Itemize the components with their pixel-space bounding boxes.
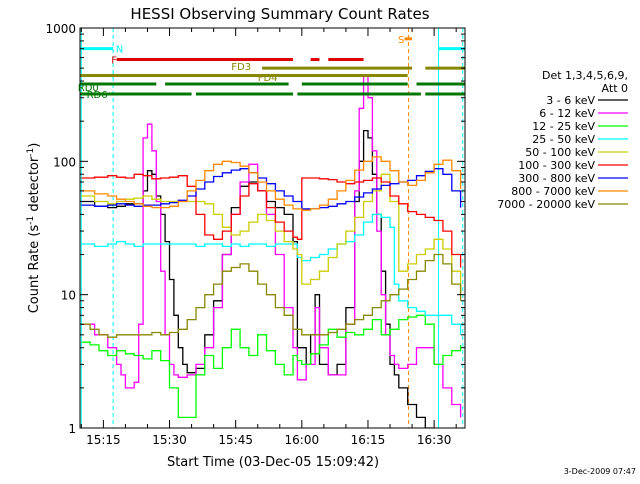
y-tick-label: 1 — [68, 422, 76, 436]
y-tick-label: 10 — [61, 289, 76, 303]
legend-label: 800 - 7000 keV — [511, 185, 595, 198]
legend-label: 7000 - 20000 keV — [497, 198, 595, 211]
state-label-RD6: RD6 — [87, 90, 108, 101]
legend-label: 300 - 800 keV — [518, 172, 595, 185]
y-tick-label: 1000 — [45, 22, 76, 36]
x-tick-label: 16:00 — [285, 433, 320, 447]
state-label-RD0: RD0 — [78, 83, 99, 94]
x-tick-label: 16:30 — [417, 433, 452, 447]
legend-label: 3 - 6 keV — [546, 94, 595, 107]
state-label-F: F — [111, 56, 117, 67]
series-line-12-25keV — [81, 314, 462, 419]
legend-title-line1: Det 1,3,4,5,6,9, — [542, 69, 628, 82]
series-line-100-300keV — [81, 173, 462, 268]
y-axis-label-part: ) — [27, 143, 42, 148]
series-line-7000-20000keV — [81, 253, 462, 338]
x-tick-label: 15:30 — [152, 433, 187, 447]
state-label-FD3: FD3 — [231, 62, 251, 73]
legend-label: 12 - 25 keV — [532, 120, 595, 133]
state-label-N: N — [116, 45, 123, 56]
legend-label: 6 - 12 keV — [539, 107, 595, 120]
y-axis-label-part: detector — [27, 156, 42, 216]
generation-timestamp: 3-Dec-2009 07:47 — [564, 467, 636, 476]
state-label-S: S — [398, 35, 404, 46]
series-line-50-100keV — [81, 173, 462, 295]
plot-area — [80, 28, 465, 428]
y-axis-label-part: -1 — [26, 148, 36, 157]
legend-label: 100 - 300 keV — [518, 159, 595, 172]
legend-title-line2: Att 0 — [602, 82, 628, 95]
x-axis-label: Start Time (03-Dec-05 15:09:42) — [167, 455, 379, 470]
y-axis-label-part: Count Rate (s — [27, 225, 42, 314]
x-tick-label: 16:15 — [351, 433, 386, 447]
chart-title: HESSI Observing Summary Count Rates — [130, 5, 429, 23]
y-tick-label: 100 — [53, 155, 76, 169]
legend-label: 25 - 50 keV — [532, 133, 595, 146]
series-line-800-7000keV — [81, 156, 462, 211]
state-label-FD4: FD4 — [258, 73, 278, 84]
plot-frame — [79, 27, 466, 429]
y-axis-label-part: -1 — [26, 216, 36, 225]
legend-label: 50 - 100 keV — [525, 146, 595, 159]
x-tick-label: 15:15 — [86, 433, 121, 447]
x-tick-label: 15:45 — [218, 433, 253, 447]
y-axis-label: Count Rate (s-1 detector-1) — [26, 143, 42, 314]
axis-ticks: 15:15 15:30 15:45 16:00 16:15 16:30 1 10 100 1000 — [45, 22, 465, 447]
